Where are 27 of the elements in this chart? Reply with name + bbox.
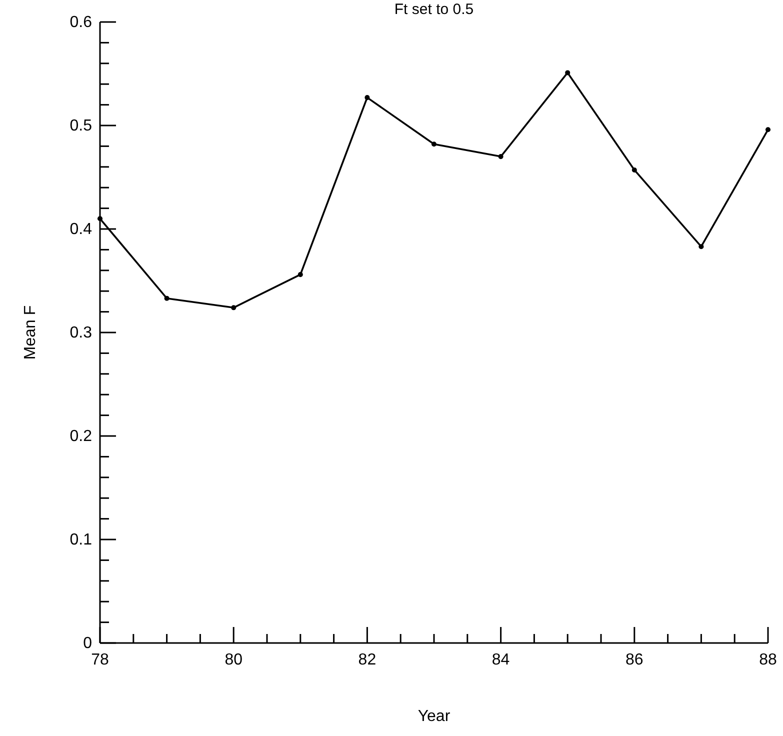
point <box>698 244 704 250</box>
y-tick-label: 0.3 <box>70 324 92 342</box>
y-tick-label: 0.2 <box>70 428 92 446</box>
y-tick-label: 0.1 <box>70 532 92 549</box>
y-tick-label: 0.6 <box>70 14 92 32</box>
x-axis-title: Year <box>418 708 451 725</box>
chart-title: Ft set to 0.5 <box>394 1 474 18</box>
point <box>498 154 504 160</box>
point <box>765 127 771 132</box>
y-axis-title: Mean F <box>22 305 39 360</box>
x-tick-label: 84 <box>492 651 510 668</box>
x-tick-label: 88 <box>759 651 777 668</box>
point <box>364 95 370 100</box>
point <box>298 272 303 278</box>
point <box>431 142 437 147</box>
y-tick-label: 0.4 <box>70 221 92 238</box>
point <box>565 70 570 76</box>
point <box>97 216 103 222</box>
y-tick-label: 0 <box>83 635 92 652</box>
x-tick-label: 78 <box>91 651 109 668</box>
x-tick-label: 80 <box>224 651 243 668</box>
x-tick-label: 86 <box>626 651 644 668</box>
point <box>632 167 637 173</box>
x-tick-label: 82 <box>358 651 376 668</box>
point <box>231 305 236 310</box>
y-tick-label: 0.5 <box>70 118 92 135</box>
point <box>164 296 170 301</box>
